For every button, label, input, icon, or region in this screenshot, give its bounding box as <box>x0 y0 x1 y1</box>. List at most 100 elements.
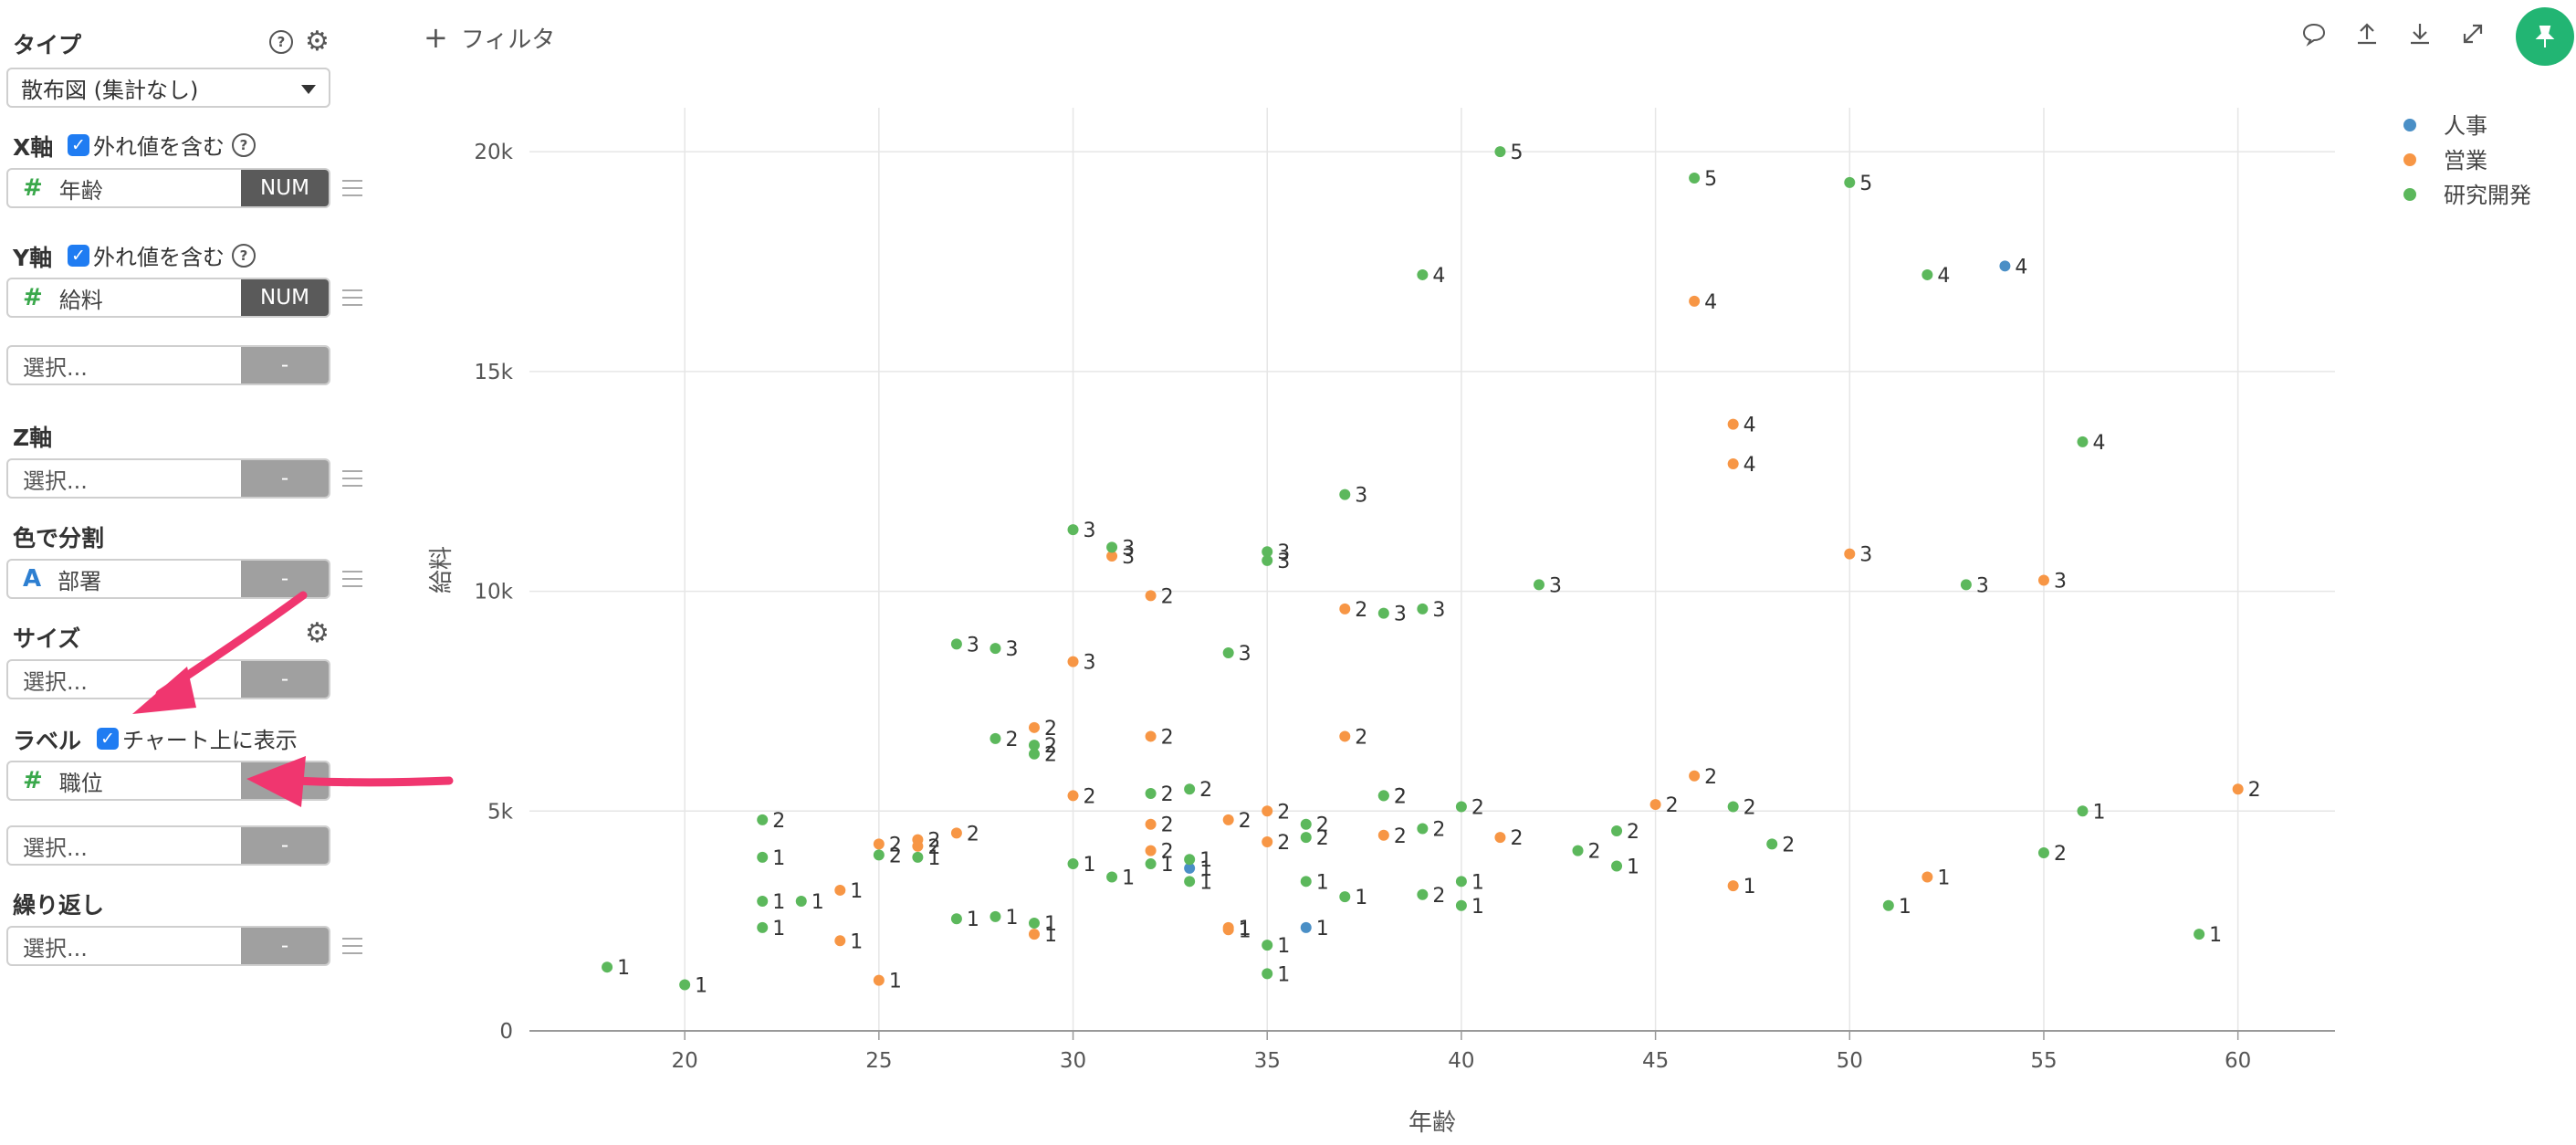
x-tick-label: 40 <box>1448 1049 1474 1073</box>
data-point <box>1727 880 1739 892</box>
data-point <box>1262 554 1273 566</box>
gear-icon[interactable]: ⚙ <box>305 617 330 649</box>
label-section-title: ラベル <box>13 728 82 754</box>
data-point <box>757 851 769 863</box>
data-point <box>1339 488 1351 500</box>
data-point <box>1300 876 1312 888</box>
data-point-label: 3 <box>1859 544 1872 567</box>
label-show-text: チャート上に表示 <box>122 728 298 753</box>
help-icon[interactable]: ? <box>232 243 256 268</box>
data-point <box>1067 656 1079 667</box>
expand-icon[interactable] <box>2459 20 2487 47</box>
data-point-label: 2 <box>1239 810 1251 833</box>
data-point-label: 2 <box>1084 785 1096 808</box>
field-type-empty[interactable]: - <box>241 561 329 597</box>
data-point <box>2077 436 2089 447</box>
y-field-type[interactable]: NUM <box>241 279 329 316</box>
x-outlier-checkbox[interactable]: ✓ 外れ値を含む ? <box>68 129 256 161</box>
y-tick-label: 15k <box>474 361 513 384</box>
drag-handle-icon[interactable] <box>342 938 362 954</box>
data-point-label: 3 <box>1277 541 1290 564</box>
data-point <box>1960 579 1972 591</box>
comment-icon[interactable] <box>2300 20 2328 47</box>
pin-button[interactable] <box>2516 7 2574 66</box>
y-outlier-checkbox[interactable]: ✓ 外れ値を含む ? <box>68 239 256 271</box>
gear-icon[interactable]: ⚙ <box>305 26 330 58</box>
x-axis-field[interactable]: # 年齢 NUM <box>6 168 330 208</box>
data-point <box>1727 801 1739 813</box>
drag-handle-icon[interactable] <box>342 289 362 306</box>
drag-handle-icon[interactable] <box>342 180 362 196</box>
data-point <box>1184 783 1196 795</box>
chart-type-select[interactable]: 散布図 (集計なし) <box>6 68 330 108</box>
data-point <box>757 895 769 907</box>
repeat-select[interactable]: 選択... - <box>6 926 330 966</box>
data-point-label: 2 <box>1782 834 1795 856</box>
data-point-label: 1 <box>1161 854 1174 877</box>
data-point-label: 1 <box>850 930 863 953</box>
data-point <box>1689 770 1701 782</box>
legend-label: 研究開発 <box>2444 183 2531 208</box>
data-point-label: 2 <box>927 830 940 853</box>
data-point <box>1727 457 1739 469</box>
data-point <box>1611 860 1623 872</box>
field-type-empty[interactable]: - <box>241 460 329 497</box>
data-point-label: 1 <box>2209 924 2222 947</box>
data-point <box>1106 871 1118 883</box>
field-type-empty[interactable]: - <box>241 827 329 864</box>
field-type-empty[interactable]: - <box>241 928 329 964</box>
data-point <box>1533 579 1545 591</box>
data-point <box>1028 929 1040 940</box>
x-field-type[interactable]: NUM <box>241 170 329 206</box>
data-point-label: 3 <box>1432 599 1445 622</box>
label-show-checkbox[interactable]: ✓ チャート上に表示 <box>97 722 298 754</box>
numeric-type-icon: # <box>23 767 43 794</box>
data-point-label: 1 <box>772 847 785 870</box>
data-point <box>795 895 807 907</box>
numeric-type-icon: # <box>23 284 43 311</box>
y-tick-label: 0 <box>499 1020 513 1044</box>
download-icon[interactable] <box>2406 20 2434 47</box>
data-point-label: 2 <box>967 823 979 846</box>
data-point-label: 2 <box>1471 796 1484 819</box>
data-point <box>1649 799 1661 811</box>
x-tick-label: 55 <box>2030 1049 2057 1073</box>
checkbox-checked-icon[interactable]: ✓ <box>97 727 119 750</box>
data-point-label: 1 <box>1239 919 1251 942</box>
upload-icon[interactable] <box>2353 20 2381 47</box>
data-point <box>1417 823 1429 835</box>
data-point-label: 1 <box>1471 871 1484 894</box>
data-point <box>1145 845 1157 856</box>
drag-handle-icon[interactable] <box>342 470 362 487</box>
y-axis-title: 給料 <box>428 546 456 594</box>
data-point <box>1844 176 1856 188</box>
checkbox-checked-icon[interactable]: ✓ <box>68 244 89 267</box>
data-point <box>757 814 769 825</box>
label-field-name: 職位 <box>58 770 103 796</box>
y-axis-field[interactable]: # 給料 NUM <box>6 278 330 318</box>
data-point-label: 1 <box>695 974 707 997</box>
data-point-label: 1 <box>1355 887 1367 909</box>
y-axis-title: Y軸 <box>13 245 53 271</box>
add-filter-button[interactable]: + フィルタ <box>424 20 555 55</box>
data-point-label: 2 <box>1199 779 1212 802</box>
data-point <box>757 921 769 933</box>
data-point-label: 3 <box>1005 638 1018 661</box>
drag-handle-icon[interactable] <box>342 571 362 587</box>
data-point-label: 2 <box>889 845 902 867</box>
y-extra-select[interactable]: 選択... - <box>6 345 330 385</box>
data-point <box>1844 548 1856 560</box>
data-point-label: 1 <box>1471 896 1484 919</box>
data-point-label: 1 <box>1199 871 1212 894</box>
z-axis-select[interactable]: 選択... - <box>6 458 330 499</box>
y-tick-label: 20k <box>474 141 513 164</box>
help-icon[interactable]: ? <box>269 30 293 54</box>
data-point-label: 1 <box>1199 858 1212 881</box>
data-point <box>1145 818 1157 830</box>
data-point <box>1300 921 1312 933</box>
checkbox-checked-icon[interactable]: ✓ <box>68 133 89 156</box>
field-type-empty[interactable]: - <box>241 347 329 383</box>
data-point <box>2194 929 2205 940</box>
label-extra-select[interactable]: 選択... - <box>6 825 330 866</box>
help-icon[interactable]: ? <box>232 132 256 157</box>
